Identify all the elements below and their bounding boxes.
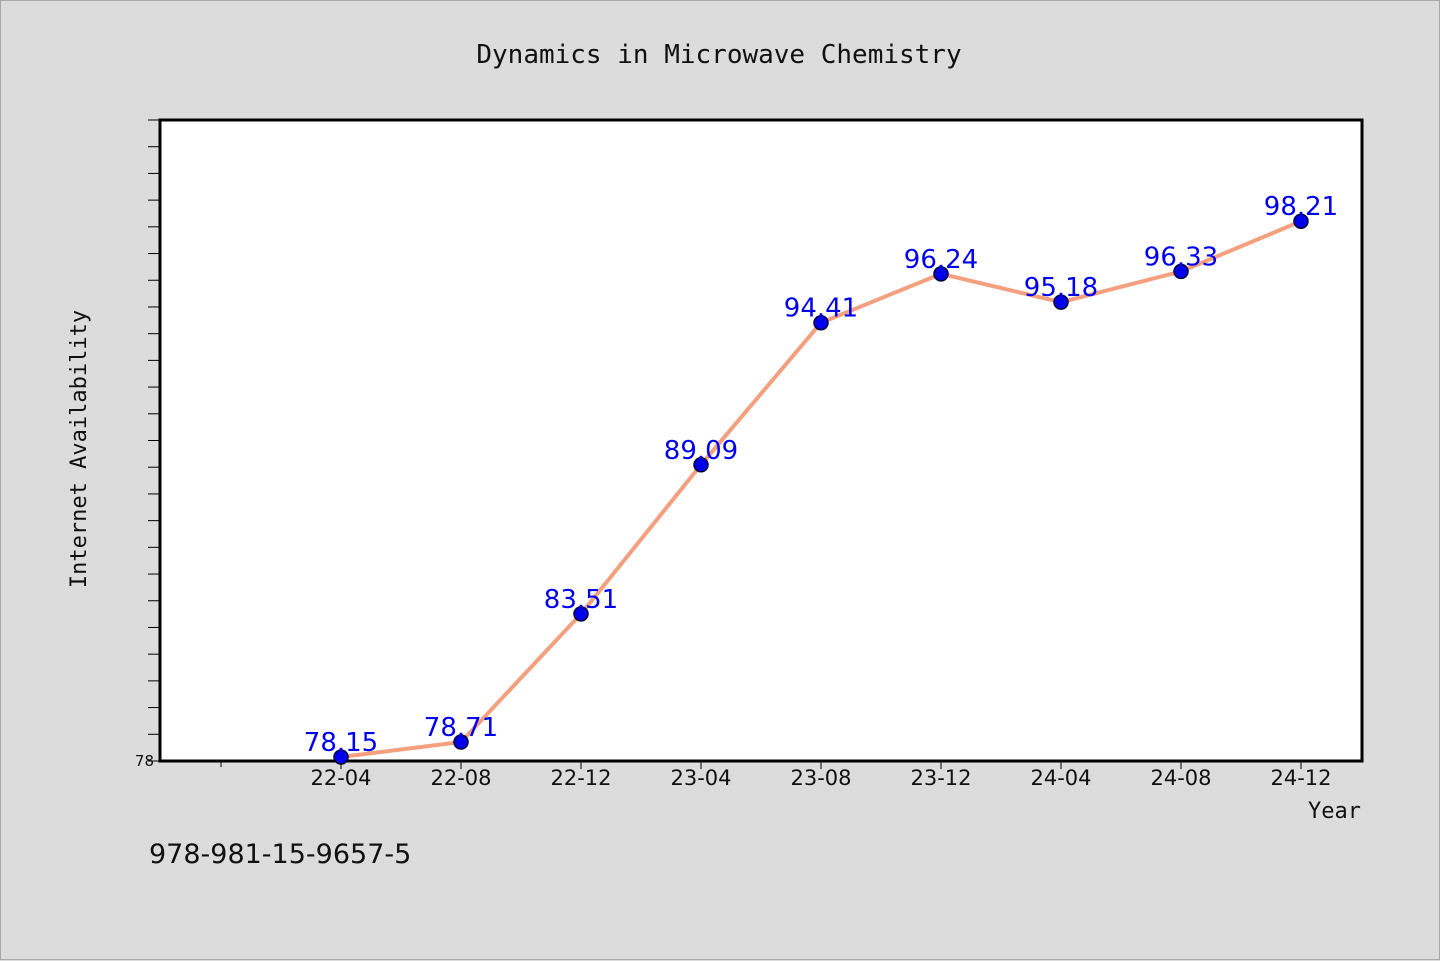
y-axis-label: Internet Availability	[67, 310, 92, 588]
y-tick-label: 78	[135, 752, 154, 770]
data-label: 96.33	[1144, 242, 1218, 272]
data-point	[933, 266, 949, 282]
data-label: 95.18	[1024, 273, 1098, 303]
x-tick-label: 22-04	[310, 766, 371, 790]
data-label: 94.41	[784, 294, 858, 324]
data-label: 96.24	[904, 245, 978, 275]
x-tick-label: 23-04	[670, 766, 731, 790]
data-point	[1053, 294, 1069, 310]
x-tick-label: 23-12	[910, 766, 971, 790]
data-label: 78.15	[304, 728, 378, 758]
data-point	[813, 314, 829, 331]
y-axis-ticks	[148, 119, 160, 762]
data-points	[333, 213, 1309, 765]
x-tick-label: 23-08	[790, 766, 851, 790]
x-tick-label: 22-08	[430, 766, 491, 790]
data-label: 78.71	[424, 713, 498, 743]
data-point	[453, 734, 469, 750]
isbn-footer: 978-981-15-9657-5	[149, 839, 411, 870]
data-point	[693, 457, 709, 473]
y-axis-tick-labels: 78	[135, 752, 154, 770]
data-label: 83.51	[544, 585, 618, 615]
data-point	[333, 749, 349, 765]
x-axis-label: Year	[1308, 799, 1361, 824]
x-axis-tick-labels: 22-04 22-08 22-12 23-04 23-08 23-12 24-04 24-08…	[310, 766, 1331, 790]
data-point	[1173, 263, 1189, 280]
plot-area	[158, 118, 1364, 763]
data-point	[573, 606, 589, 622]
data-labels: 78.15 78.71 83.51 89.09 94.41 96.24 95.18 96.33…	[304, 192, 1338, 758]
chart-title: Dynamics in Microwave Chemistry	[476, 40, 961, 70]
x-tick-label: 24-04	[1030, 766, 1091, 790]
x-tick-label: 24-08	[1150, 766, 1211, 790]
x-tick-label: 24-12	[1270, 766, 1331, 790]
data-point	[1293, 213, 1309, 229]
data-label: 98.21	[1264, 192, 1338, 222]
data-label: 89.09	[664, 436, 738, 466]
x-tick-label: 22-12	[550, 766, 611, 790]
